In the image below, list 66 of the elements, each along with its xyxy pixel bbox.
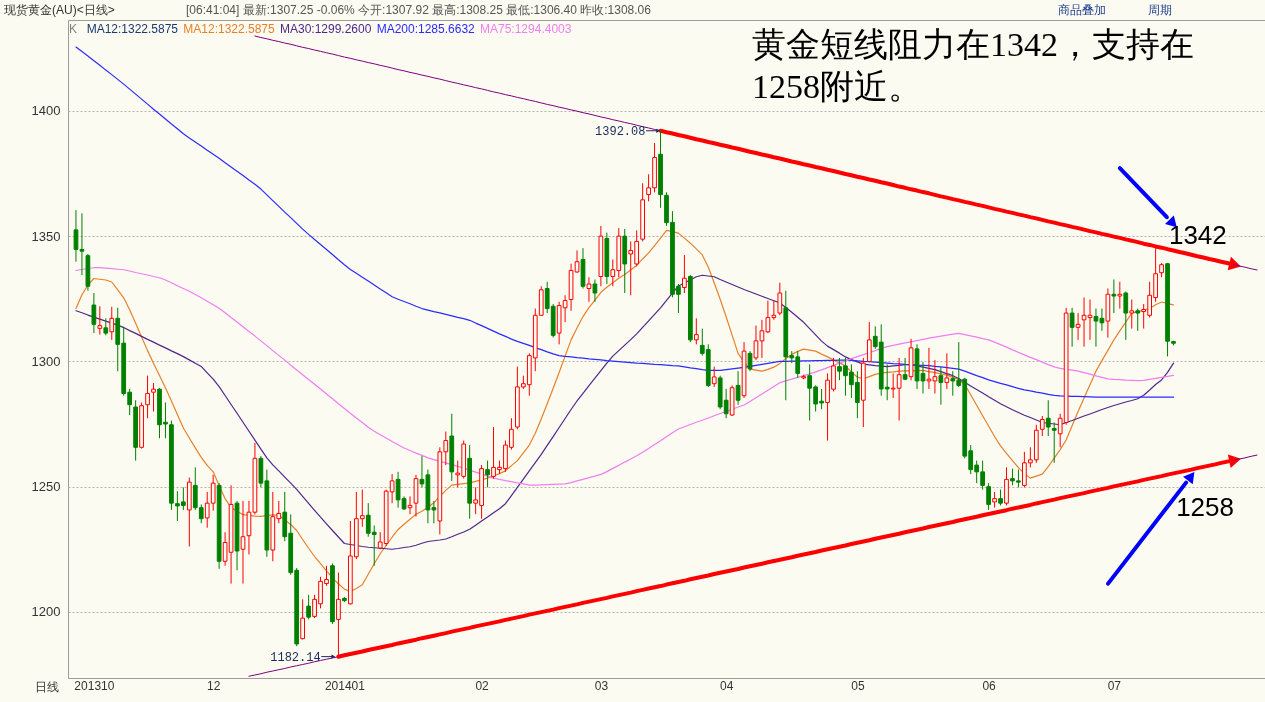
text: MA75:1294.4003	[480, 22, 572, 36]
y-tick-label: 1300	[31, 353, 61, 369]
candlestick	[306, 594, 311, 620]
annotation: 1182.14	[270, 650, 321, 665]
candlestick	[1051, 422, 1057, 464]
candlestick	[986, 482, 991, 511]
y-tick-label: 1350	[31, 228, 61, 244]
text: MA12:1322.5875	[183, 22, 276, 36]
candlestick	[1117, 281, 1123, 310]
candlestick	[693, 317, 699, 345]
annotation: 1392.08	[595, 124, 646, 139]
candlestick	[1039, 415, 1045, 437]
x-tick-label: 03	[594, 678, 609, 693]
candlestick	[109, 306, 115, 341]
candlestick	[747, 350, 753, 372]
text: 商品叠加	[1058, 3, 1106, 17]
line-series	[75, 267, 1175, 486]
candlestick	[1135, 308, 1141, 332]
candlestick	[1111, 278, 1117, 314]
candlestick	[938, 366, 944, 406]
x-tick-label: 201401	[324, 678, 366, 693]
candlestick	[1069, 307, 1075, 348]
candlestick	[1045, 399, 1051, 437]
line-series	[75, 274, 1175, 550]
x-tick-label: 201310	[74, 678, 115, 693]
candlestick	[407, 495, 413, 515]
candlestick	[592, 278, 598, 303]
x-tick-label: 04	[719, 678, 734, 693]
line-series	[248, 654, 339, 677]
y-tick-label: 1200	[31, 604, 61, 620]
candlestick	[777, 282, 783, 316]
candlestick	[91, 292, 97, 334]
annotation: 1258	[1176, 491, 1234, 522]
candlestick	[1123, 291, 1129, 341]
candlestick	[1129, 299, 1135, 330]
chart-subtitle: [06:41:04] 最新:1307.25 -0.06% 今开:1307.92 最高:1308.25 最低:1306.40 昨收:1308.06	[186, 3, 652, 17]
candlestick	[586, 276, 592, 303]
text: 周期	[1148, 3, 1172, 17]
candlestick	[944, 352, 950, 390]
candlestick	[711, 366, 717, 388]
candlestick	[485, 460, 490, 488]
candlestick	[151, 382, 156, 412]
candlestick	[1004, 466, 1009, 506]
annotation: 黄金短线阻力在1342，支持在1258附近。	[752, 26, 1194, 105]
candlestick	[682, 254, 687, 294]
legend-label: MA12:1322.5875	[86, 22, 179, 36]
annotation: 1342	[1168, 220, 1227, 251]
y-tick-label: 1400	[31, 103, 61, 119]
y-tick-label: 1250	[31, 479, 61, 495]
candlestick	[145, 375, 150, 419]
x-tick-label: 06	[982, 678, 997, 693]
candlestick	[866, 321, 872, 363]
candlestick	[240, 500, 246, 585]
text: MA30:1299.2600	[279, 22, 372, 36]
x-tick-label: 05	[851, 678, 865, 693]
text: MA200:1285.6632	[376, 22, 476, 36]
x-tick-label: 12	[206, 678, 221, 693]
x-tick-label: 07	[1107, 678, 1122, 693]
chart-title: 现货黄金(AU)<日线>	[4, 3, 115, 17]
legend-title: K	[69, 22, 78, 36]
candlestick	[1075, 312, 1081, 341]
x-axis-title: 日线	[35, 680, 59, 694]
candlestick	[735, 370, 741, 406]
candlestick	[97, 305, 103, 336]
x-tick-label: 02	[475, 678, 490, 693]
candlestick	[300, 598, 306, 640]
